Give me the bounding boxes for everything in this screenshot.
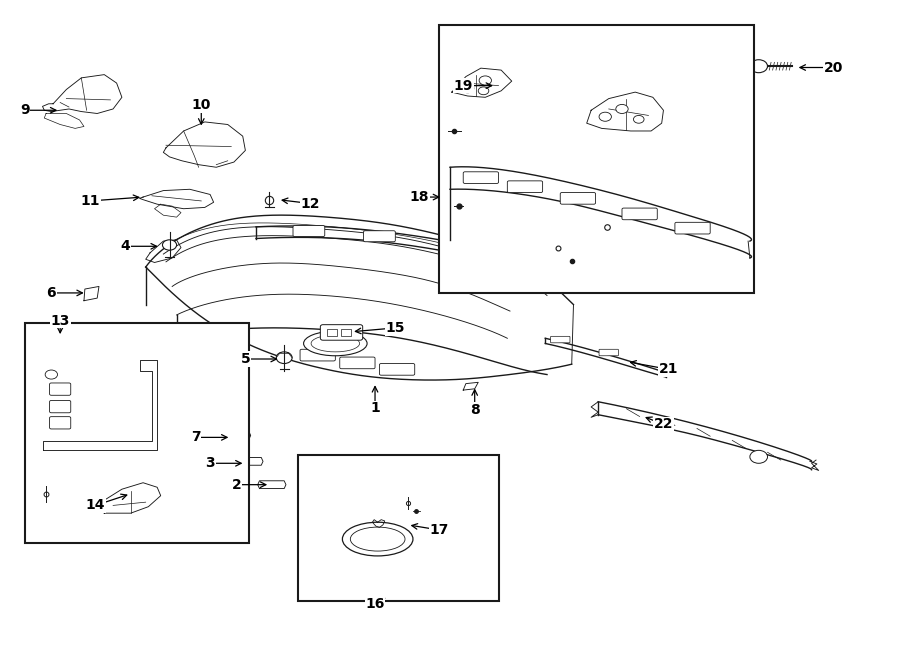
FancyBboxPatch shape <box>560 192 596 204</box>
FancyBboxPatch shape <box>500 256 532 268</box>
Circle shape <box>163 240 176 250</box>
Text: 12: 12 <box>301 196 320 211</box>
Ellipse shape <box>311 335 360 352</box>
Circle shape <box>479 76 491 85</box>
Circle shape <box>616 104 628 114</box>
Text: 7: 7 <box>191 430 201 444</box>
Circle shape <box>462 84 473 93</box>
Text: 6: 6 <box>47 286 56 300</box>
Text: 19: 19 <box>454 79 473 93</box>
Text: 2: 2 <box>231 478 241 492</box>
Text: 8: 8 <box>470 403 480 416</box>
FancyBboxPatch shape <box>300 349 336 361</box>
FancyBboxPatch shape <box>320 325 363 340</box>
Ellipse shape <box>350 527 405 551</box>
FancyBboxPatch shape <box>508 181 543 192</box>
Text: 21: 21 <box>659 362 679 376</box>
FancyBboxPatch shape <box>675 222 710 234</box>
Text: 15: 15 <box>385 321 405 335</box>
Text: 20: 20 <box>824 61 843 75</box>
FancyBboxPatch shape <box>380 364 415 375</box>
Text: 11: 11 <box>80 194 100 208</box>
Text: 10: 10 <box>192 98 211 112</box>
Text: 3: 3 <box>205 456 215 470</box>
Text: 5: 5 <box>240 352 250 366</box>
FancyBboxPatch shape <box>50 416 71 429</box>
FancyBboxPatch shape <box>599 349 618 356</box>
Circle shape <box>750 59 768 73</box>
Text: 9: 9 <box>20 103 30 117</box>
FancyBboxPatch shape <box>293 225 325 237</box>
Circle shape <box>276 352 292 364</box>
FancyBboxPatch shape <box>438 243 471 253</box>
FancyBboxPatch shape <box>50 383 71 395</box>
Circle shape <box>478 87 489 95</box>
Ellipse shape <box>303 331 367 356</box>
Bar <box>25 323 249 543</box>
Text: 22: 22 <box>653 418 673 432</box>
Circle shape <box>599 112 611 121</box>
Circle shape <box>750 450 768 463</box>
Text: 1: 1 <box>370 401 380 415</box>
Text: 14: 14 <box>86 498 105 512</box>
Text: 18: 18 <box>410 190 429 204</box>
Bar <box>340 329 351 336</box>
Bar <box>327 329 338 336</box>
Circle shape <box>45 370 58 379</box>
FancyBboxPatch shape <box>340 357 375 369</box>
Text: 17: 17 <box>429 523 449 537</box>
FancyBboxPatch shape <box>464 172 499 184</box>
Text: 4: 4 <box>121 239 130 253</box>
Bar <box>439 24 754 293</box>
FancyBboxPatch shape <box>364 231 395 242</box>
Ellipse shape <box>342 522 413 556</box>
FancyBboxPatch shape <box>622 208 657 219</box>
Bar <box>298 455 499 602</box>
Text: 16: 16 <box>365 597 384 611</box>
Circle shape <box>634 116 644 123</box>
FancyBboxPatch shape <box>50 401 71 412</box>
FancyBboxPatch shape <box>551 336 570 343</box>
Text: 13: 13 <box>50 314 70 328</box>
